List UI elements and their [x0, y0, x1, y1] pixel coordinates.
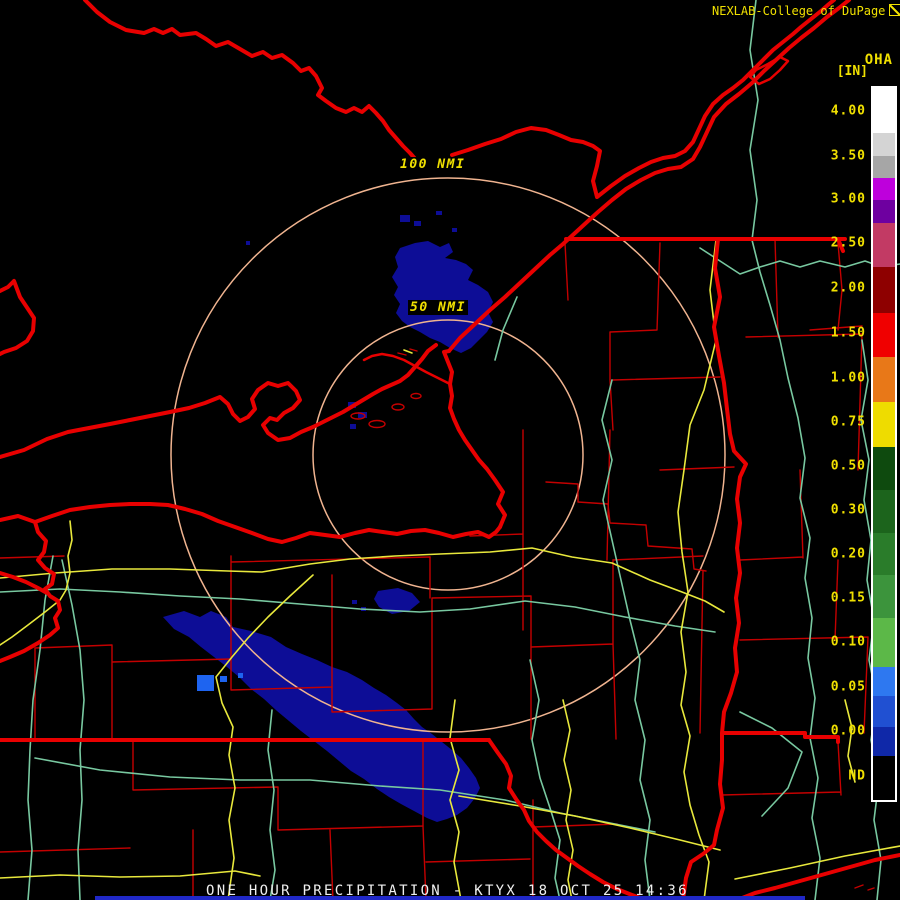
legend-color-segment — [873, 756, 895, 800]
legend-color-segment — [873, 223, 895, 267]
precip-speck — [358, 412, 367, 418]
canada-shoreline — [83, 0, 426, 170]
precip-speck — [436, 211, 442, 215]
delaware-river-border — [487, 738, 648, 900]
legend-tick-label: 1.00 — [830, 370, 866, 386]
northwest-peninsula — [0, 279, 36, 356]
legend-tick-label: 0.75 — [830, 414, 866, 430]
river-island — [748, 55, 790, 86]
legend-tick-label: 2.00 — [830, 280, 866, 296]
status-bar-text: ONE HOUR PRECIPITATION - KTYX 18 OCT 25 … — [206, 883, 689, 899]
ny-quebec-border — [564, 237, 847, 253]
legend-color-segment — [873, 313, 895, 357]
legend-tick-label: 3.00 — [830, 191, 866, 207]
legend-tick-label: 3.50 — [830, 148, 866, 164]
page-title: NEXLAB-College of DuPage — [712, 4, 900, 18]
legend-tick-label: 0.05 — [830, 679, 866, 695]
precip-area-small — [374, 588, 420, 614]
legend-tick-label: 0.30 — [830, 502, 866, 518]
lake-ontario-north-shore — [0, 343, 438, 459]
legend-color-segment — [873, 618, 895, 667]
st-lawrence-north-bank — [450, 0, 836, 199]
southeast-border — [735, 853, 900, 900]
legend-color-segment — [873, 88, 895, 133]
lake-ontario-east-shore — [442, 349, 507, 529]
title-text: NEXLAB-College of DuPage — [712, 4, 886, 18]
st-lawrence-south-bank — [447, 0, 851, 353]
legend-color-segment — [873, 575, 895, 618]
legend-color-segment — [873, 402, 895, 447]
point-peninsula — [362, 352, 452, 386]
legend-tick-label: 1.50 — [830, 325, 866, 341]
precip-speck — [246, 241, 250, 245]
legend-tick-label: 0.15 — [830, 590, 866, 606]
legend-color-segment — [873, 357, 895, 402]
precip-speck — [350, 424, 356, 429]
ny-vt-border — [681, 237, 840, 900]
precip-speck — [352, 600, 357, 604]
precip-area-northeast — [392, 241, 493, 353]
color-scale-bar — [871, 86, 897, 802]
range-ring-100nmi — [170, 177, 726, 733]
precip-heavier-spot — [238, 673, 243, 678]
legend-color-segment — [873, 156, 895, 178]
product-code: OHA — [864, 52, 893, 68]
range-rings-layer — [170, 177, 726, 733]
legend-color-segment — [873, 667, 895, 696]
legend-tick-label: ND — [848, 768, 866, 784]
precip-speck — [414, 221, 421, 226]
precip-speck — [400, 215, 410, 222]
county-borders-layer — [0, 238, 875, 900]
legend-tick-label: 0.50 — [830, 458, 866, 474]
legend-tick-label: 0.00 — [830, 723, 866, 739]
product-units: [IN] — [836, 64, 868, 79]
precip-area-southwest-band — [163, 611, 480, 822]
lake-ontario-south-shore — [33, 502, 502, 544]
legend-color-segment — [873, 133, 895, 156]
legend-color-segment — [873, 490, 895, 533]
precip-heavier-spot — [220, 676, 227, 682]
legend-tick-label: 0.10 — [830, 634, 866, 650]
legend-color-segment — [873, 267, 895, 313]
legend-tick-label: 0.20 — [830, 546, 866, 562]
legend-color-segment — [873, 533, 895, 575]
checked-box-icon — [889, 4, 900, 16]
precip-heavier-spot — [197, 675, 214, 691]
bottom-strip — [95, 896, 805, 900]
shore-inlet-meander — [0, 514, 62, 663]
legend-color-segment — [873, 200, 895, 223]
precipitation-layer — [163, 211, 493, 822]
range-ring-label-50nmi: 50 NMI — [408, 300, 468, 315]
primary-roads-layer — [0, 239, 900, 900]
legend-color-segment — [873, 727, 895, 756]
legend-color-segment — [873, 178, 895, 200]
legend-color-segment — [873, 447, 895, 490]
legend-tick-label: 2.50 — [830, 235, 866, 251]
range-ring-50nmi — [312, 319, 584, 591]
legend-color-segment — [873, 696, 895, 727]
range-ring-label-100nmi: 100 NMI — [398, 157, 468, 172]
precip-speck — [452, 228, 457, 232]
legend-tick-label: 4.00 — [830, 103, 866, 119]
